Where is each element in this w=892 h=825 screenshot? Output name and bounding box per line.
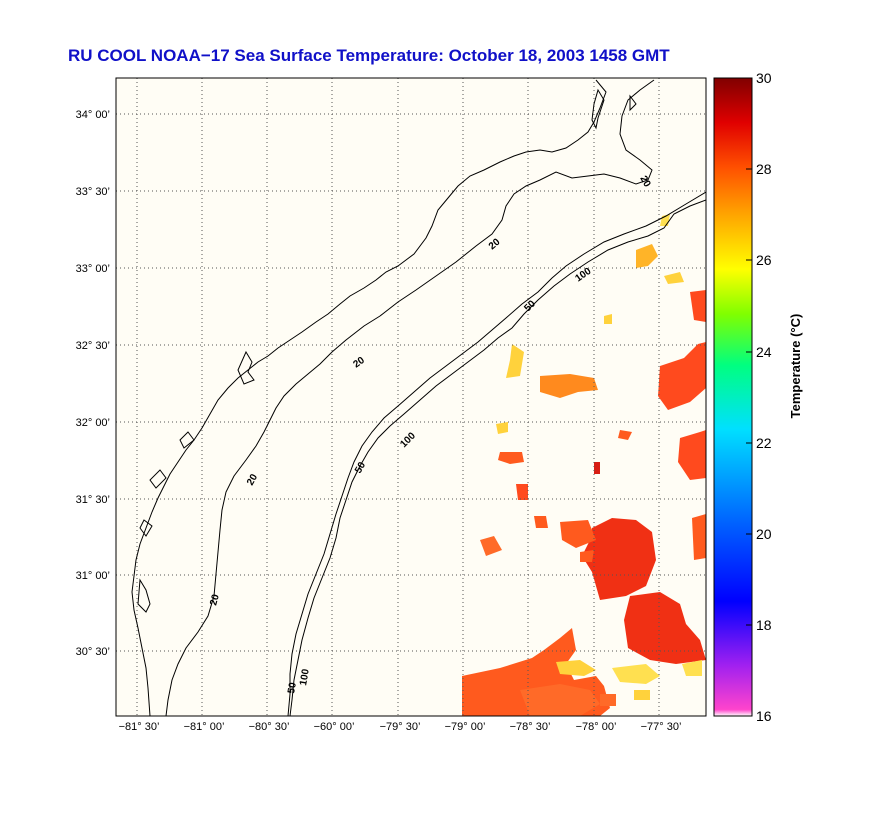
colorbar-tick-label: 16 (756, 708, 772, 724)
lon-tick-label: −60° 00’ (314, 721, 355, 733)
isobath-label: 50 (286, 681, 299, 694)
lon-tick-label: −79° 00’ (445, 721, 486, 733)
colorbar-tick-label: 18 (756, 617, 772, 633)
lon-tick-label: −80° 30’ (249, 721, 290, 733)
isobath-label: 20 (208, 593, 222, 607)
lon-tick-label: −79° 30’ (380, 721, 421, 733)
coastline (131, 79, 607, 716)
lon-tick-label: −78° 30’ (510, 721, 551, 733)
lat-tick-label: 32° 00’ (76, 417, 110, 429)
lat-tick-label: 33° 00’ (76, 263, 110, 275)
isobath-label: 100 (298, 668, 312, 687)
sst-data-patches (462, 214, 706, 716)
colorbar-tick-label: 20 (756, 526, 772, 542)
lon-tick-label: −77° 30’ (641, 721, 682, 733)
colorbar-tick-label: 28 (756, 161, 772, 177)
isobath-label: 20 (637, 174, 652, 190)
lon-tick-label: −81° 30’ (119, 721, 160, 733)
colorbar-label: Temperature (°C) (788, 313, 803, 419)
lon-tick-label: −81° 00’ (184, 721, 225, 733)
colorbar-tick-label: 24 (756, 344, 772, 360)
lat-tick-label: 34° 00’ (76, 109, 110, 121)
isobath-label: 20 (245, 472, 260, 488)
lat-tick-label: 32° 30’ (76, 340, 110, 352)
lat-tick-label: 31° 30’ (76, 494, 110, 506)
map-background (116, 78, 706, 716)
map-frame (115, 77, 707, 717)
lon-tick-label: −78° 00’ (576, 721, 617, 733)
isobaths (165, 79, 706, 716)
colorbar-tick-label: 22 (756, 435, 772, 451)
colorbar-tick-label: 26 (756, 252, 772, 268)
colorbar-tick-label: 30 (756, 70, 772, 86)
map-title: RU COOL NOAA−17 Sea Surface Temperature:… (68, 46, 670, 65)
lat-tick-label: 31° 00’ (76, 570, 110, 582)
lat-tick-label: 33° 30’ (76, 186, 110, 198)
lat-tick-label: 30° 30’ (76, 646, 110, 658)
isobath-label: 50 (353, 460, 368, 476)
colorbar (713, 77, 753, 717)
